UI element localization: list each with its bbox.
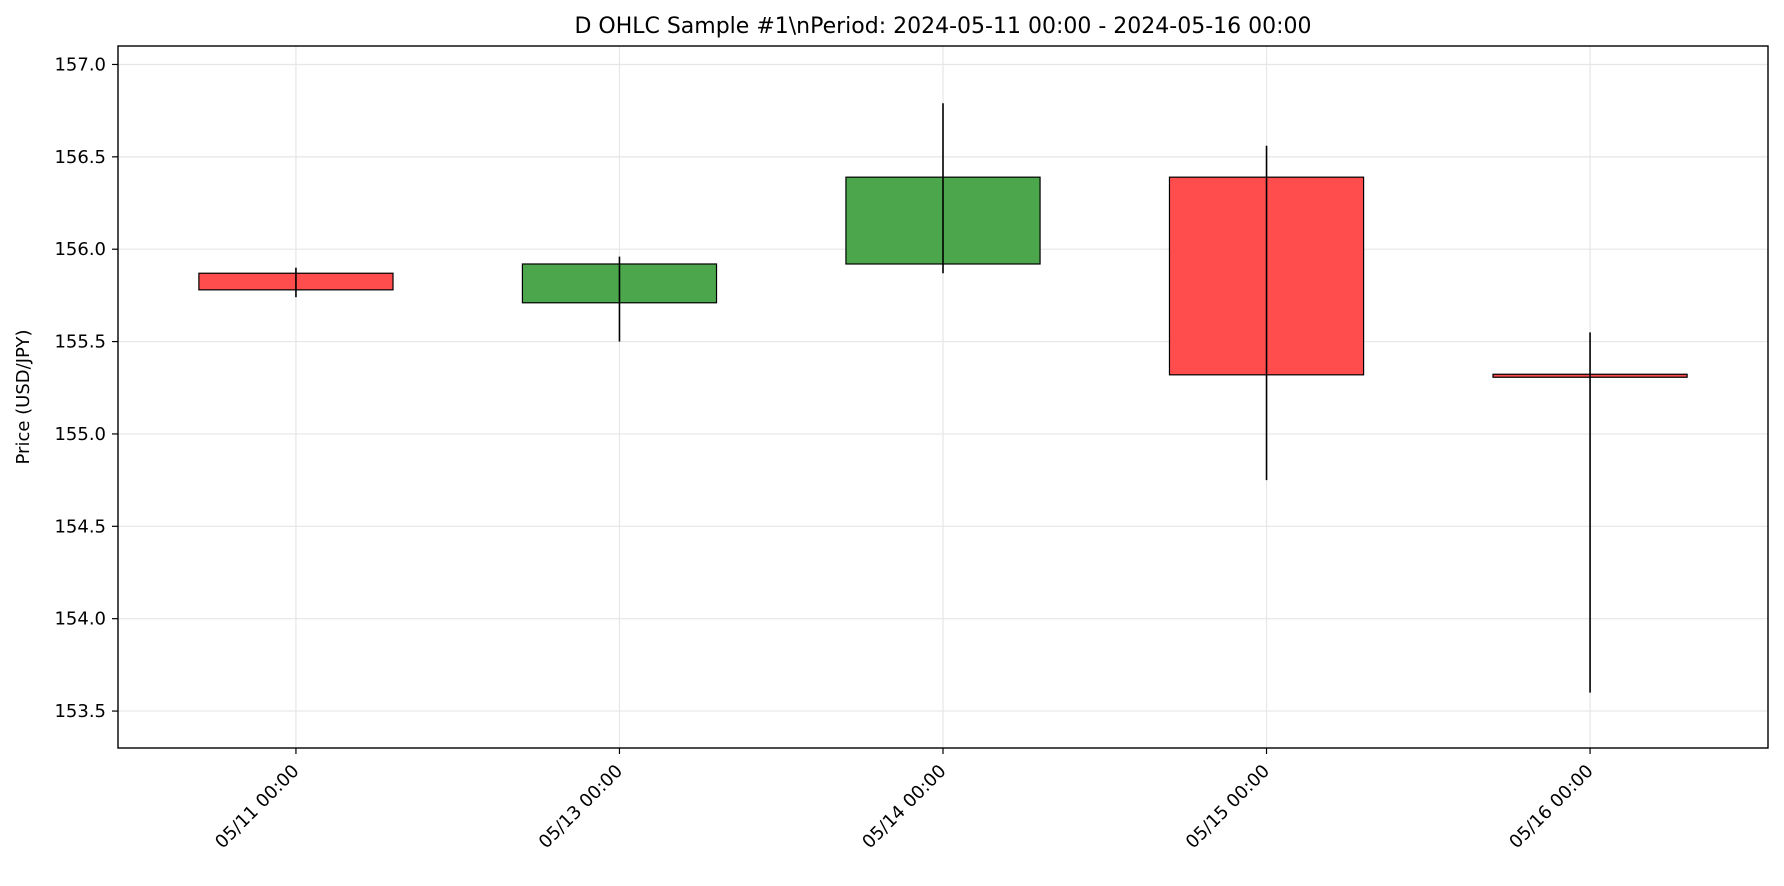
x-tick-label: 05/15 00:00 [1182, 761, 1274, 853]
candle-2 [521, 256, 718, 342]
y-tick-label: 157.0 [54, 54, 106, 75]
y-tick-label: 154.5 [54, 516, 106, 537]
y-tick-label: 156.5 [54, 147, 106, 168]
x-tick-label: 05/11 00:00 [211, 761, 303, 853]
y-tick-label: 156.0 [54, 239, 106, 260]
y-axis-label: Price (USD/JPY) [13, 330, 34, 465]
axis-layer: 153.5 154.0 154.5 155.0 155.5 156.0 156.5 157.0… [54, 54, 1597, 852]
x-tick-label: 05/14 00:00 [858, 761, 950, 853]
x-tick-label: 05/16 00:00 [1505, 761, 1597, 853]
candle-1 [198, 267, 394, 298]
plot-frame [117, 45, 1769, 749]
candle-4 [1168, 145, 1365, 481]
x-tick-label: 05/13 00:00 [535, 761, 627, 853]
chart-title: D OHLC Sample #1\nPeriod: 2024-05-11 00:… [574, 14, 1311, 39]
y-tick-label: 155.5 [54, 332, 106, 353]
candle-5 [1492, 332, 1688, 693]
y-tick-label: 153.5 [54, 701, 106, 722]
candle-3 [845, 103, 1041, 274]
candle-layer [198, 103, 1688, 693]
y-tick-label: 154.0 [54, 609, 106, 630]
y-tick-label: 155.0 [54, 424, 106, 445]
